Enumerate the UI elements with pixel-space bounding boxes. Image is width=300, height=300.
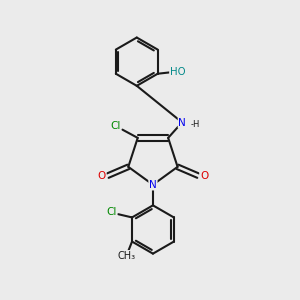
Text: N: N bbox=[149, 180, 157, 190]
Text: Cl: Cl bbox=[106, 207, 117, 217]
Text: O: O bbox=[200, 171, 208, 181]
Text: HO: HO bbox=[170, 67, 185, 77]
Text: -H: -H bbox=[190, 119, 200, 128]
Text: O: O bbox=[98, 171, 106, 181]
Text: Cl: Cl bbox=[110, 121, 121, 130]
Text: CH₃: CH₃ bbox=[118, 251, 136, 261]
Text: N: N bbox=[178, 118, 186, 128]
